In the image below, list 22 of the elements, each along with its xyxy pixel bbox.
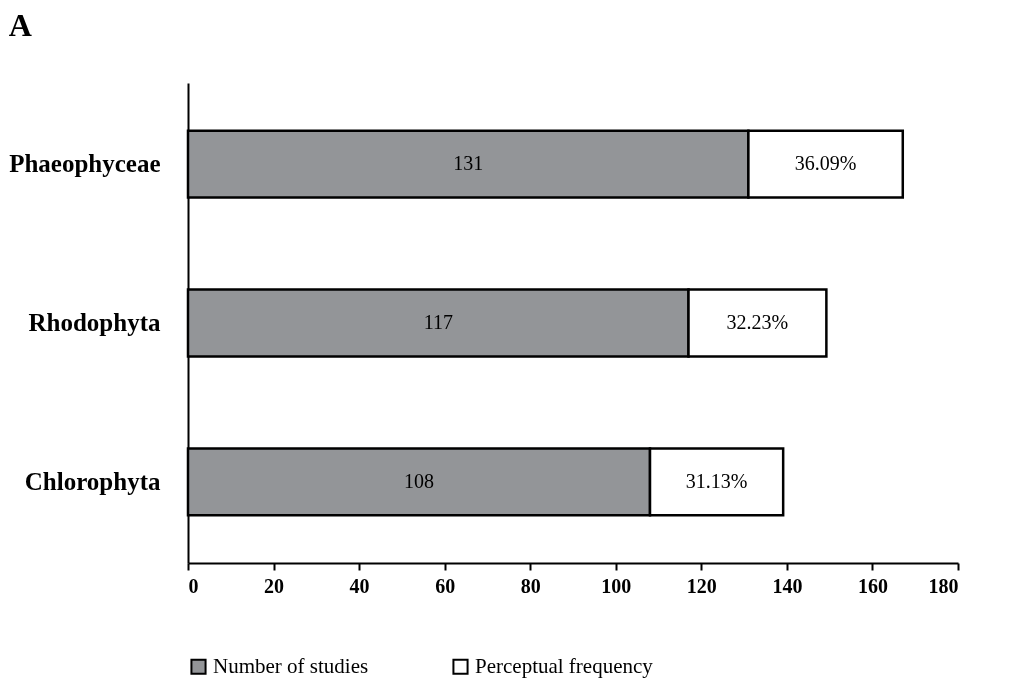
y-tick-label: Phaeophyceae <box>9 150 161 178</box>
x-tick-label: 80 <box>520 574 541 597</box>
data-label: 31.13% <box>685 469 748 492</box>
x-tick-label: 140 <box>772 574 803 597</box>
data-label: 32.23% <box>726 311 789 333</box>
data-label: 131 <box>453 152 484 175</box>
x-tick-label: 160 <box>857 574 888 597</box>
x-tick-label: 120 <box>686 574 717 597</box>
x-tick-label: 40 <box>349 574 370 597</box>
y-tick-label: Chlorophyta <box>24 467 161 495</box>
data-label: 108 <box>404 469 434 492</box>
data-label: 117 <box>423 311 453 333</box>
legend-label: Perceptual frequency <box>475 653 654 678</box>
x-tick-label: 0 <box>188 574 199 597</box>
x-tick-label: 60 <box>435 574 456 597</box>
data-label: 36.09% <box>794 152 857 175</box>
legend-label: Number of studies <box>213 653 369 678</box>
y-tick-label: Rhodophyta <box>28 309 161 336</box>
x-tick-label: 180 <box>928 574 959 597</box>
x-tick-label: 20 <box>264 574 285 597</box>
chart-title: A <box>8 7 32 43</box>
x-tick-label: 100 <box>601 574 632 597</box>
